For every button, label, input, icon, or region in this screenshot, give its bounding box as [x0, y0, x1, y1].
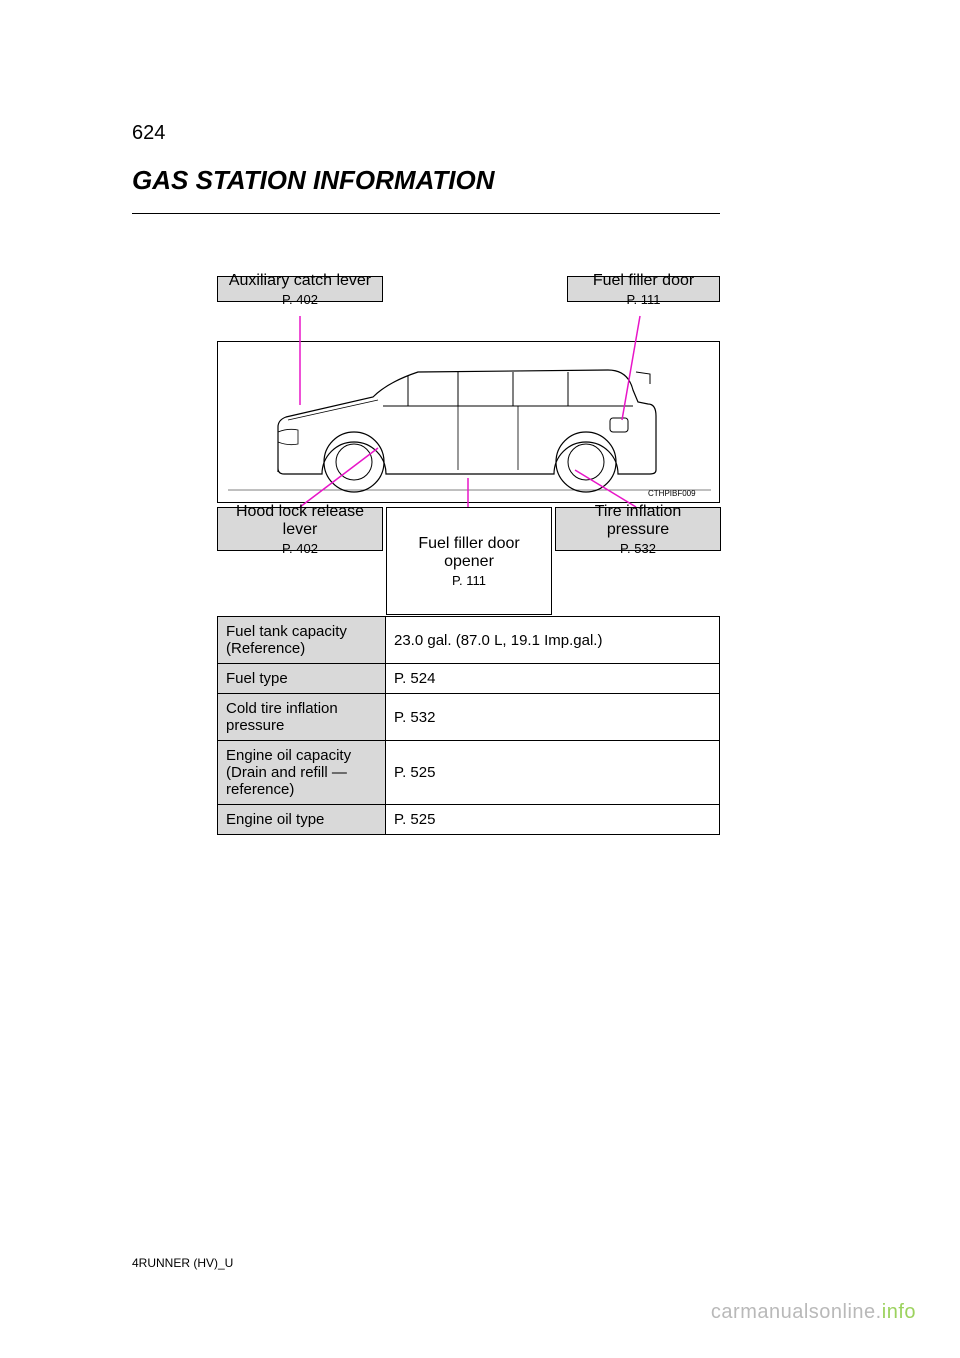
spec-label: Engine oil capacity (Drain and refill — … — [218, 741, 386, 805]
callout-aux-catch-lever: Auxiliary catch lever P. 402 — [217, 276, 383, 302]
heading-rule — [132, 213, 720, 214]
vehicle-illustration — [217, 341, 720, 503]
spec-label: Fuel tank capacity (Reference) — [218, 617, 386, 664]
table-row: Fuel type P. 524 — [218, 664, 720, 694]
table-row: Engine oil capacity (Drain and refill — … — [218, 741, 720, 805]
callout-hood-lock-release: Hood lock release lever P. 402 — [217, 507, 383, 551]
spec-label: Cold tire inflation pressure — [218, 694, 386, 741]
page-ref: P. 111 — [627, 292, 661, 307]
callout-fuel-filler-opener: Fuel filler door opener P. 111 — [386, 507, 552, 615]
callout-label: Hood lock release lever — [224, 503, 376, 539]
table-row: Fuel tank capacity (Reference) 23.0 gal.… — [218, 617, 720, 664]
callout-tire-pressure: Tire inflation pressure P. 532 — [555, 507, 721, 551]
table-row: Cold tire inflation pressure P. 532 — [218, 694, 720, 741]
page-ref: P. 402 — [282, 292, 318, 307]
callout-label: Fuel filler door opener — [393, 535, 545, 571]
callout-fuel-filler-door: Fuel filler door P. 111 — [567, 276, 720, 302]
manual-page: 624 GAS STATION INFORMATION Auxiliary ca… — [0, 0, 960, 1358]
vehicle-svg — [218, 342, 721, 504]
watermark-prefix: carmanualsonline. — [711, 1301, 882, 1323]
spec-table: Fuel tank capacity (Reference) 23.0 gal.… — [217, 616, 720, 835]
diagram-code: CTHPIBF009 — [648, 489, 736, 498]
page-title: GAS STATION INFORMATION — [132, 165, 495, 196]
callout-label: Tire inflation pressure — [562, 503, 714, 539]
spec-value: P. 525 — [386, 805, 720, 835]
spec-value: P. 532 — [386, 694, 720, 741]
page-ref: P. 111 — [452, 573, 486, 588]
spec-value: P. 524 — [386, 664, 720, 694]
spec-value: 23.0 gal. (87.0 L, 19.1 Imp.gal.) — [386, 617, 720, 664]
spec-label: Fuel type — [218, 664, 386, 694]
watermark-suffix: info — [882, 1301, 916, 1323]
footer-watermark: carmanualsonline.info — [711, 1301, 916, 1324]
spec-label: Engine oil type — [218, 805, 386, 835]
callout-label: Auxiliary catch lever — [229, 272, 371, 290]
table-row: Engine oil type P. 525 — [218, 805, 720, 835]
page-ref: P. 532 — [620, 541, 656, 556]
callout-label: Fuel filler door — [593, 272, 694, 290]
spec-value: P. 525 — [386, 741, 720, 805]
page-ref: P. 402 — [282, 541, 318, 556]
page-number: 624 — [132, 122, 165, 145]
footer-model: 4RUNNER (HV)_U — [132, 1256, 233, 1270]
